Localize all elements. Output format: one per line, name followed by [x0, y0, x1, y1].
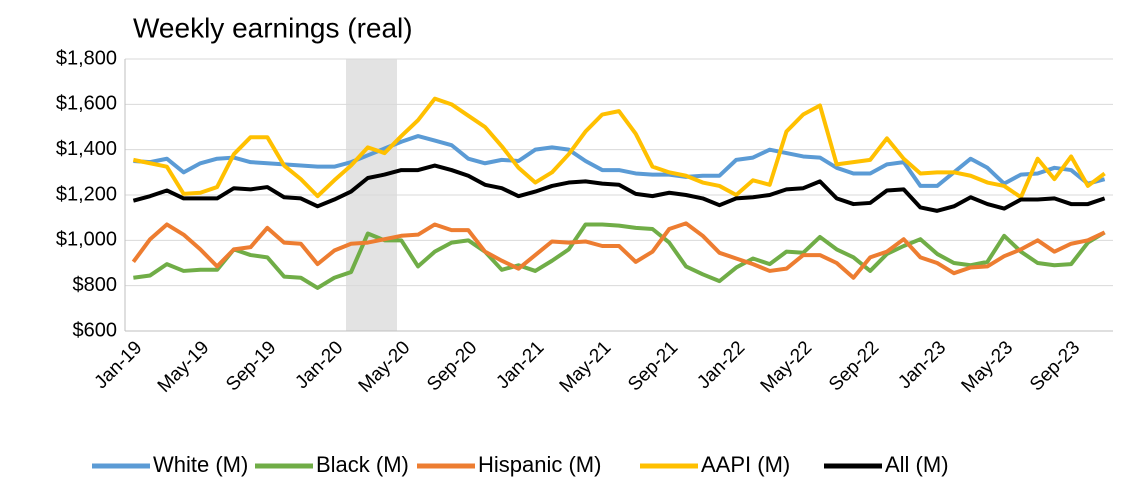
x-tick-label: Sep-21 [624, 337, 682, 395]
legend-label: Hispanic (M) [478, 452, 601, 477]
y-tick-label: $1,000 [56, 229, 117, 251]
x-tick-label: Sep-19 [222, 337, 280, 395]
x-tick-label: May-19 [154, 337, 214, 397]
x-tick-label: Jan-20 [291, 337, 347, 393]
y-tick-label: $600 [73, 319, 118, 341]
legend-label: White (M) [153, 452, 248, 477]
y-tick-label: $1,400 [56, 138, 117, 160]
x-tick-label: May-23 [958, 337, 1018, 397]
y-tick-label: $1,600 [56, 93, 117, 115]
legend-label: Black (M) [316, 452, 409, 477]
series-line [132, 96, 1106, 200]
series-line [133, 222, 1106, 290]
series-line [131, 221, 1106, 280]
chart-title: Weekly earnings (real) [133, 12, 413, 43]
legend-label: All (M) [885, 452, 949, 477]
series-line [133, 134, 1106, 188]
x-tick-label: May-20 [355, 337, 415, 397]
x-tick-label: Jan-22 [693, 337, 749, 393]
x-tick-label: Sep-22 [825, 337, 883, 395]
x-tick-label: May-22 [757, 337, 817, 397]
x-tick-label: May-21 [556, 337, 616, 397]
x-tick-label: Sep-20 [423, 337, 481, 395]
x-tick-label: Jan-19 [91, 337, 147, 393]
y-tick-label: $800 [73, 274, 118, 296]
x-tick-label: Sep-23 [1026, 337, 1084, 395]
x-tick-label: Jan-21 [492, 337, 548, 393]
series-line [132, 163, 1106, 213]
y-tick-label: $1,800 [56, 47, 117, 69]
y-tick-label: $1,200 [56, 183, 117, 205]
legend-label: AAPI (M) [701, 452, 790, 477]
x-tick-label: Jan-23 [894, 337, 950, 393]
